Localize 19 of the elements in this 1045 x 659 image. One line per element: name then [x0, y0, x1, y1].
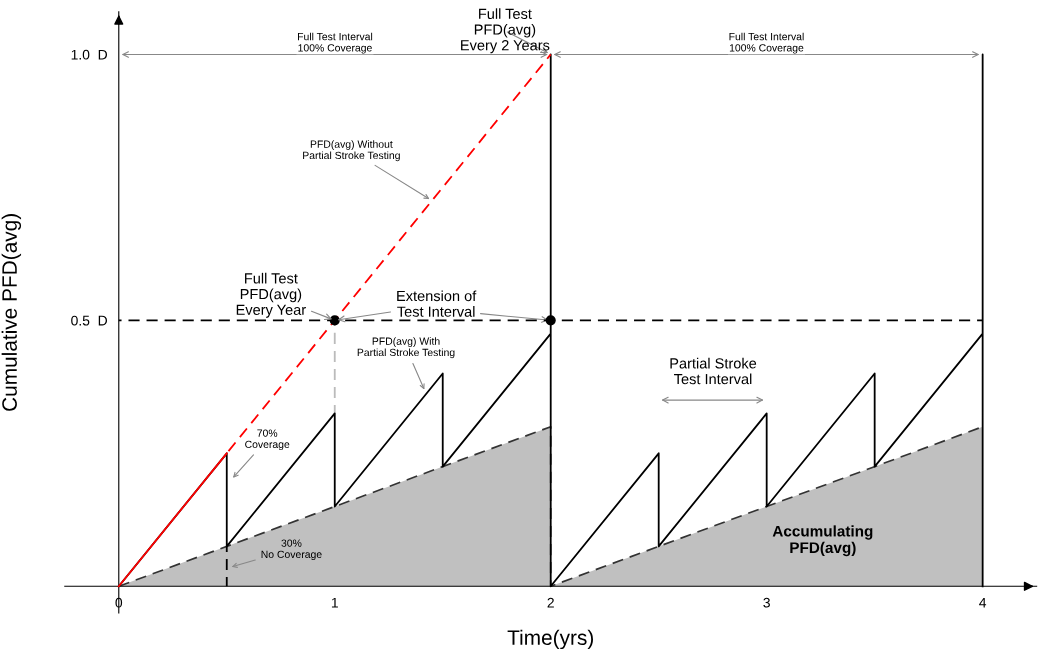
annotation: Full Test PFD(avg) Every Year [236, 272, 306, 318]
x-tick-label: 4 [979, 597, 987, 608]
annotation: Extension of Test Interval [397, 290, 477, 317]
annotation: PFD(avg) Without Partial Stroke Testing [303, 140, 400, 162]
y-tick-label: 1.0 D [71, 49, 108, 60]
x-axis-title: Time(yrs) [507, 629, 593, 650]
x-tick-label: 3 [763, 597, 770, 608]
annotation: Full Test Interval 100% Coverage [729, 32, 804, 54]
annotation: Full Test PFD(avg) Every 2 Years [461, 8, 550, 54]
annotation: PFD(avg) With Partial Stroke Testing [357, 337, 455, 359]
x-tick-label: 2 [547, 597, 554, 608]
annotation: 70% Coverage [245, 429, 290, 451]
annotation: Full Test Interval 100% Coverage [298, 32, 373, 54]
y-axis-title: Cumulative PFD(avg) [1, 214, 22, 411]
annotation: Accumulating PFD(avg) [772, 525, 873, 557]
annotation: Partial Stroke Test Interval [670, 357, 757, 385]
annotation: 30% No Coverage [261, 539, 322, 561]
y-tick-label: 0.5 D [71, 315, 108, 326]
x-tick-label: 1 [331, 597, 338, 608]
